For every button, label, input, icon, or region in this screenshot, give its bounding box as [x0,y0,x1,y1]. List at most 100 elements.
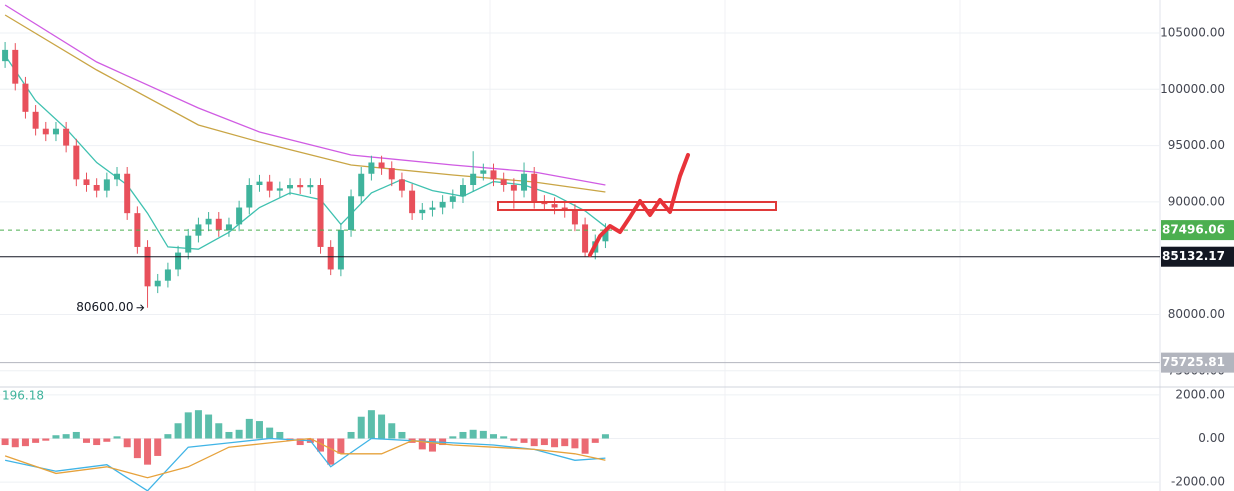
histogram-bar [530,438,538,447]
histogram-bar [32,438,40,443]
histogram-bar [164,434,172,439]
price-tag [1161,352,1234,373]
histogram-bar [245,418,253,439]
histogram-bar [469,429,477,439]
candle-body [2,49,9,62]
histogram-bar [581,438,589,454]
candle-body [500,179,507,186]
histogram-bar [11,438,19,448]
candle-body [571,210,578,225]
candle-body [63,128,70,146]
histogram-bar [1,438,9,446]
y-tick-label: 90000.00 [1168,194,1225,208]
candle-body [541,201,548,205]
histogram-bar [367,410,375,439]
histogram-bar [21,438,29,447]
price-tag [1161,220,1234,241]
candle-body [449,196,456,202]
histogram-bar [388,423,396,439]
histogram-bar [276,431,284,439]
histogram-bar [235,429,243,439]
histogram-bar [601,434,609,439]
histogram-bar [500,436,508,439]
histogram-bar [205,414,213,439]
histogram-bar [62,434,70,439]
candle-body [602,230,609,242]
histogram-bar [296,438,304,446]
histogram-bar [113,436,121,439]
candle-body [358,173,365,197]
histogram-bar [82,438,90,443]
y-tick-label: 105000.00 [1160,25,1225,39]
histogram-bar [225,431,233,439]
candle-body [73,145,80,180]
vertical-grid [254,0,961,491]
candle-body [175,252,182,270]
candle-body [429,207,436,210]
candle-body [297,185,304,188]
candle-body [22,83,29,112]
candle-body [470,173,477,186]
histogram-bar [42,438,50,441]
candle-body [215,218,222,231]
y-tick-label: 0.00 [1198,431,1225,445]
histogram-bar [327,438,335,465]
histogram-bar [154,438,162,456]
histogram-bar [347,431,355,439]
candle-body [551,204,558,208]
histogram-bar [398,431,406,439]
candle-body [114,173,121,180]
histogram-bar [571,438,579,449]
indicator-line [4,55,606,250]
price-tag-label: 87496.06 [1162,223,1225,237]
candle-body [205,218,212,225]
candle-body [287,185,293,189]
histogram-bar [337,438,345,454]
histogram-bar [72,431,80,439]
histogram-bar [317,438,325,452]
candle-body [124,173,131,214]
histogram-bar [215,423,223,439]
indicator-line [4,437,606,491]
candle-body [307,185,314,188]
candle-body [531,173,538,202]
histogram-bar [551,438,559,448]
candle-body [12,49,19,84]
candle-body [32,111,39,129]
y-tick-label: 80000.00 [1168,307,1225,321]
candle-body [327,246,334,270]
candle-body [266,181,273,191]
drawn-projection [588,153,690,257]
candle-body [317,185,324,247]
candle-body [510,185,517,191]
histogram-bar [93,438,101,446]
histogram-bar [449,436,457,439]
candle-body [246,185,253,208]
candle-body [42,128,49,135]
candle-body [236,207,243,225]
histogram-bar [133,438,141,459]
histogram-bar [479,430,487,439]
pane: 105000.00 100000.00 95000.00 90000.00 80000.… [0,4,1234,377]
histogram-bar [591,438,599,443]
drawings [497,153,777,257]
histogram-bar [123,438,131,448]
y-tick-label: -2000.00 [1171,475,1225,489]
price-tag [1161,246,1234,267]
low-annotation-arrow [136,304,145,312]
histogram-bar [428,438,436,452]
histogram-bar [561,438,569,447]
histogram-bar [174,423,182,439]
candle-body [185,235,192,253]
candle-body [337,230,344,270]
histogram-bar [510,438,518,441]
layers: 105000.00 100000.00 95000.00 90000.00 80000.… [0,4,1234,491]
macd-value-label: 196.18 [2,389,44,403]
indicator-line [4,4,606,186]
histogram-bar [418,438,426,450]
candle-body [276,188,283,191]
candle-body [83,179,90,186]
y-tick-label: 95000.00 [1168,138,1225,152]
candle-body [459,185,466,197]
